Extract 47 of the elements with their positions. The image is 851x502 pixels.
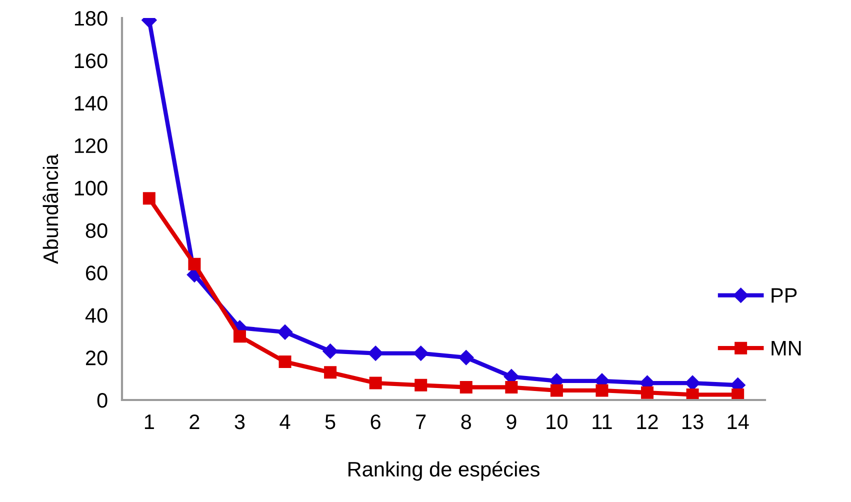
x-tick-label: 11 <box>592 414 612 429</box>
y-tick-label: 120 <box>74 138 108 154</box>
point <box>641 386 654 399</box>
x-tick-label: 1 <box>144 414 154 429</box>
x-tick-label: 12 <box>637 414 658 429</box>
point <box>368 346 384 361</box>
y-tick-label: 60 <box>86 266 108 280</box>
y-axis-title: Abundância <box>42 154 58 264</box>
x-axis-title: Ranking de espécies <box>348 461 540 481</box>
point <box>278 356 292 368</box>
x-tick-label: 8 <box>461 414 472 430</box>
y-tick-label: 80 <box>86 223 108 238</box>
point <box>233 330 246 343</box>
point <box>142 192 156 205</box>
y-tick-label: 0 <box>97 393 108 408</box>
point <box>505 381 518 394</box>
y-tick-label: 100 <box>74 180 108 196</box>
point <box>324 366 337 379</box>
y-tick-label: 40 <box>85 308 108 323</box>
x-tick-label: 13 <box>682 414 704 430</box>
point <box>686 388 699 400</box>
y-tick-label: 140 <box>74 96 108 111</box>
x-tick-label: 2 <box>190 414 200 429</box>
x-tick-label: 5 <box>325 414 336 430</box>
y-tick-label: 20 <box>86 350 108 366</box>
point <box>414 378 428 392</box>
legend-label: MN <box>772 341 801 356</box>
point <box>458 350 474 366</box>
point <box>277 324 293 340</box>
x-tick-label: 7 <box>416 414 426 429</box>
point <box>188 258 201 270</box>
point <box>322 344 338 359</box>
point <box>460 381 472 394</box>
point <box>732 388 744 400</box>
x-tick-label: 9 <box>506 414 516 430</box>
x-tick-label: 10 <box>546 414 568 430</box>
point <box>413 346 428 361</box>
point <box>369 376 382 390</box>
x-tick-label: 3 <box>234 414 245 430</box>
x-tick-label: 6 <box>370 414 380 430</box>
legend-label: PP <box>772 288 797 303</box>
x-tick-label: 4 <box>280 414 290 429</box>
x-tick-label: 14 <box>728 414 749 429</box>
y-tick-label: 160 <box>74 53 108 68</box>
point <box>596 384 608 397</box>
point <box>550 384 563 397</box>
y-tick-label: 180 <box>74 11 108 26</box>
